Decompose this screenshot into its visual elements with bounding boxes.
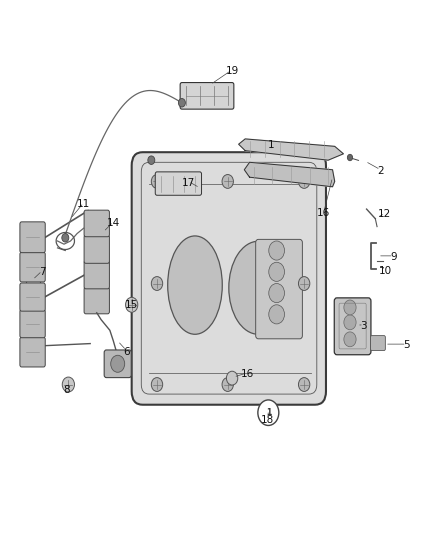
FancyBboxPatch shape <box>20 337 45 367</box>
Circle shape <box>269 262 285 281</box>
Circle shape <box>344 315 356 330</box>
Text: 2: 2 <box>377 166 384 176</box>
Text: 17: 17 <box>182 177 195 188</box>
Text: 16: 16 <box>241 369 254 379</box>
Circle shape <box>298 174 310 188</box>
FancyBboxPatch shape <box>334 298 371 355</box>
Text: 7: 7 <box>39 267 46 277</box>
Text: 1: 1 <box>268 140 275 150</box>
FancyBboxPatch shape <box>104 350 131 377</box>
Circle shape <box>222 377 233 391</box>
Text: 8: 8 <box>64 385 71 395</box>
Text: 3: 3 <box>360 321 367 331</box>
FancyBboxPatch shape <box>20 222 45 253</box>
Circle shape <box>151 377 162 391</box>
Text: 9: 9 <box>390 252 397 262</box>
Circle shape <box>344 332 356 347</box>
Circle shape <box>111 356 125 372</box>
FancyBboxPatch shape <box>180 83 234 109</box>
Polygon shape <box>239 139 343 160</box>
Circle shape <box>126 297 138 312</box>
Circle shape <box>178 99 185 107</box>
Ellipse shape <box>229 241 288 334</box>
Text: 14: 14 <box>107 218 120 228</box>
Text: 11: 11 <box>77 199 90 209</box>
FancyBboxPatch shape <box>20 283 45 311</box>
Text: 6: 6 <box>123 346 130 357</box>
Text: 16: 16 <box>317 208 330 219</box>
Circle shape <box>298 277 310 290</box>
Text: 15: 15 <box>125 300 138 310</box>
Circle shape <box>258 400 279 425</box>
Text: 18: 18 <box>261 415 275 425</box>
Text: 1: 1 <box>266 408 271 417</box>
FancyBboxPatch shape <box>371 336 385 351</box>
Text: 19: 19 <box>226 66 239 76</box>
Circle shape <box>148 156 155 165</box>
Circle shape <box>344 300 356 315</box>
FancyBboxPatch shape <box>84 210 110 237</box>
Text: 10: 10 <box>379 266 392 276</box>
Circle shape <box>151 174 162 188</box>
Polygon shape <box>244 163 335 187</box>
Circle shape <box>226 371 238 385</box>
Text: 12: 12 <box>378 209 392 220</box>
FancyBboxPatch shape <box>20 252 45 282</box>
FancyBboxPatch shape <box>256 239 302 339</box>
Circle shape <box>62 377 74 392</box>
Circle shape <box>151 277 162 290</box>
FancyBboxPatch shape <box>20 310 45 338</box>
FancyBboxPatch shape <box>84 287 110 314</box>
Circle shape <box>222 174 233 188</box>
Circle shape <box>269 305 285 324</box>
Circle shape <box>298 377 310 391</box>
FancyBboxPatch shape <box>132 152 326 405</box>
Circle shape <box>347 155 353 161</box>
Text: 5: 5 <box>403 340 410 350</box>
Circle shape <box>269 284 285 303</box>
FancyBboxPatch shape <box>155 172 201 195</box>
FancyBboxPatch shape <box>84 235 110 263</box>
Circle shape <box>269 241 285 260</box>
FancyBboxPatch shape <box>84 261 110 289</box>
Ellipse shape <box>168 236 222 334</box>
Circle shape <box>62 233 69 242</box>
